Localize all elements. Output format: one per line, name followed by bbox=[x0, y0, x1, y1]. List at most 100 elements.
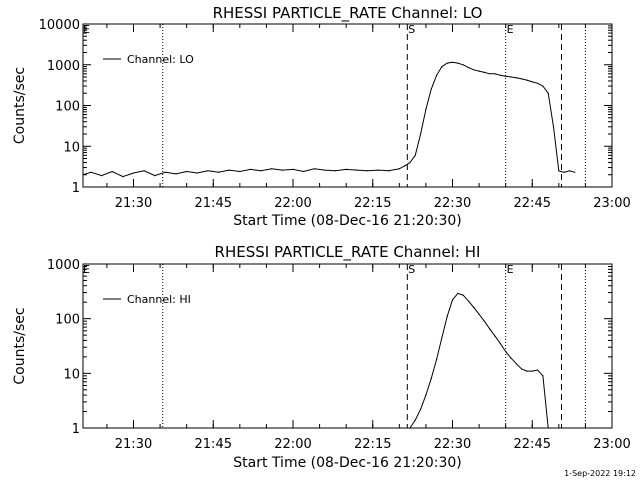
x-tick-label: 22:00 bbox=[274, 437, 311, 452]
x-tick-label: 22:30 bbox=[434, 196, 471, 211]
data-point bbox=[537, 82, 539, 84]
y-tick-label: 1000 bbox=[47, 258, 80, 273]
data-point bbox=[521, 368, 523, 370]
data-point bbox=[462, 64, 464, 66]
x-axis-label: Start Time (08-Dec-16 21:20:30) bbox=[233, 455, 461, 471]
data-point bbox=[436, 358, 438, 360]
data-point bbox=[489, 73, 491, 75]
data-point bbox=[526, 370, 528, 372]
data-point bbox=[568, 170, 571, 172]
data-point bbox=[425, 394, 427, 396]
data-point bbox=[451, 61, 454, 63]
data-point bbox=[164, 171, 166, 173]
data-point bbox=[82, 174, 84, 176]
data-point bbox=[425, 108, 427, 110]
data-point bbox=[441, 66, 443, 68]
data-point bbox=[430, 88, 432, 90]
event-marker-label: S bbox=[408, 263, 415, 276]
data-point bbox=[547, 92, 549, 94]
data-point bbox=[366, 170, 368, 172]
data-point bbox=[473, 306, 475, 309]
data-point bbox=[552, 126, 555, 128]
data-point bbox=[510, 76, 512, 78]
data-point bbox=[122, 176, 124, 178]
data-point bbox=[239, 170, 241, 173]
y-axis-label: Counts/sec bbox=[12, 67, 28, 144]
corner-marker-label: E bbox=[83, 23, 90, 36]
data-point bbox=[542, 85, 544, 87]
data-point bbox=[483, 71, 485, 73]
data-point bbox=[218, 171, 220, 173]
data-point bbox=[478, 313, 480, 315]
x-tick-label: 21:45 bbox=[195, 437, 232, 452]
data-point bbox=[207, 170, 209, 172]
data-point bbox=[409, 161, 411, 164]
x-tick-label: 22:45 bbox=[514, 437, 551, 452]
x-tick-label: 21:45 bbox=[195, 196, 232, 211]
x-axis-label: Start Time (08-Dec-16 21:20:30) bbox=[233, 213, 461, 229]
data-point bbox=[521, 78, 523, 80]
data-point bbox=[510, 357, 512, 359]
data-point bbox=[537, 369, 539, 371]
data-point bbox=[563, 171, 565, 173]
data-point bbox=[249, 168, 252, 170]
data-point bbox=[111, 170, 113, 173]
data-point bbox=[473, 69, 475, 71]
data-point bbox=[409, 427, 411, 429]
data-point bbox=[462, 294, 464, 296]
data-point bbox=[420, 133, 422, 135]
x-tick-label: 22:30 bbox=[434, 437, 471, 452]
data-point bbox=[313, 168, 315, 170]
data-point bbox=[499, 74, 501, 76]
y-tick-label: 1 bbox=[72, 181, 80, 196]
y-tick-label: 10 bbox=[63, 140, 80, 155]
data-point bbox=[228, 169, 230, 171]
data-point bbox=[499, 343, 501, 345]
data-point bbox=[478, 70, 480, 72]
data-point bbox=[414, 419, 416, 421]
data-point bbox=[388, 170, 390, 172]
y-tick-label: 1 bbox=[72, 422, 80, 437]
data-point bbox=[334, 170, 337, 172]
data-point bbox=[451, 299, 454, 301]
chart-panel-1: RHESSI PARTICLE_RATE Channel: LO 1 10 100 10… bbox=[12, 4, 631, 229]
legend-entry: Channel: HI bbox=[127, 293, 191, 306]
chart-panel-2: RHESSI PARTICLE_RATE Channel: HI 1 10 100 10… bbox=[12, 243, 631, 471]
y-axis-label: Counts/sec bbox=[12, 307, 28, 384]
data-point bbox=[457, 62, 459, 64]
data-point bbox=[260, 170, 262, 172]
series-line-1 bbox=[409, 292, 549, 429]
data-point bbox=[526, 79, 528, 81]
plot-frame bbox=[82, 263, 613, 429]
x-tick-label: 22:00 bbox=[274, 196, 311, 211]
event-marker-label: E bbox=[507, 263, 514, 276]
chart-title: RHESSI PARTICLE_RATE Channel: LO bbox=[213, 4, 483, 23]
y-tick-label: 100 bbox=[55, 100, 80, 115]
data-point bbox=[457, 292, 459, 294]
data-point bbox=[446, 62, 448, 64]
chart-title: RHESSI PARTICLE_RATE Channel: HI bbox=[215, 243, 481, 262]
data-point bbox=[494, 73, 496, 75]
data-point bbox=[505, 75, 507, 77]
data-point bbox=[515, 77, 517, 79]
x-tick-label: 23:00 bbox=[593, 196, 630, 211]
data-point bbox=[558, 170, 560, 172]
x-tick-label: 21:30 bbox=[115, 437, 152, 452]
legend-entry: Channel: LO bbox=[127, 53, 194, 66]
data-point bbox=[542, 375, 544, 377]
data-point bbox=[505, 351, 507, 353]
data-point bbox=[515, 363, 517, 365]
y-tick-label: 1000 bbox=[47, 59, 80, 74]
data-point bbox=[377, 169, 379, 171]
event-marker-label: S bbox=[408, 23, 415, 36]
data-point bbox=[467, 67, 470, 69]
x-tick-label: 22:15 bbox=[354, 196, 391, 211]
data-point bbox=[292, 168, 294, 170]
event-marker-label: E bbox=[507, 23, 514, 36]
data-point bbox=[345, 168, 347, 170]
corner-marker-label: E bbox=[83, 263, 90, 276]
x-tick-label: 22:45 bbox=[514, 196, 551, 211]
data-point bbox=[356, 169, 358, 171]
data-point bbox=[483, 320, 485, 322]
data-point bbox=[494, 335, 496, 337]
